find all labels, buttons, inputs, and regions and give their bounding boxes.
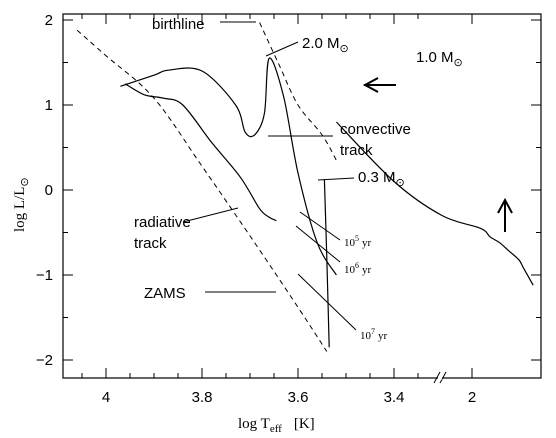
y-axis-title: log L/L⊙ (12, 177, 31, 232)
x-axis-ticks: 4 3.8 3.6 3.4 (81, 14, 473, 406)
y-tick-label: −2 (36, 352, 53, 369)
zams-label: ZAMS (144, 285, 186, 302)
evolution-arrows (362, 77, 513, 232)
radiative-label-line2: track (134, 235, 167, 252)
y-tick-label: −1 (36, 267, 53, 284)
iso7-pointer (297, 273, 357, 331)
convective-label-line2: track (340, 142, 373, 159)
x-tick-label: 3.6 (288, 389, 309, 406)
x-tick-label: 4 (102, 389, 110, 406)
iso5-pointer (299, 211, 341, 241)
radiative-pointer (182, 207, 239, 223)
iso5-label: 105 yr (344, 234, 372, 249)
m10-label: 1.0 M⊙ (416, 49, 463, 69)
birthline-label: birthline (152, 16, 205, 33)
iso7-label: 107 yr (360, 327, 388, 342)
y-axis-ticks: 2 1 0 −1 −2 (36, 12, 541, 369)
convective-label-line1: convective (340, 121, 411, 138)
m03-pointer (317, 177, 355, 181)
radiative-label-line1: radiative (134, 214, 191, 231)
y-tick-label: 0 (45, 182, 53, 199)
up-arrow-head (497, 197, 513, 214)
x-axis-break (433, 371, 447, 384)
m03-label: 0.3 M⊙ (358, 169, 405, 189)
x-tick-label: 3.4 (384, 389, 405, 406)
track-0-3-m (323, 179, 330, 348)
track-radiative-track-2-0-m (124, 83, 277, 222)
m20-label: 2.0 M⊙ (302, 35, 349, 55)
annotation-pointers (182, 21, 357, 331)
left-arrow-head (362, 77, 379, 93)
track-birthline (259, 22, 337, 161)
x-tick-label: 3.8 (192, 389, 213, 406)
track-zams (76, 29, 328, 352)
iso6-pointer (295, 225, 341, 263)
y-tick-label: 2 (45, 12, 53, 29)
track-2-0-m (120, 57, 337, 276)
plot-frame (62, 13, 542, 379)
evolution-tracks (76, 22, 534, 352)
x-break-tick-label: 2 (468, 389, 476, 406)
x-axis-title: log Teff [K] (238, 416, 315, 435)
track-1-0-m (335, 121, 534, 286)
iso6-label: 106 yr (344, 261, 372, 276)
y-tick-label: 1 (45, 97, 53, 114)
m20-pointer (265, 41, 299, 57)
